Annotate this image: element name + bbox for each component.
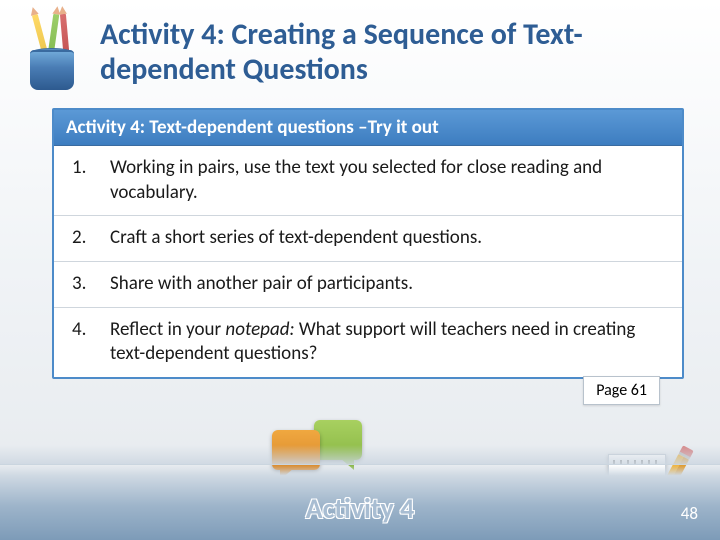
slide-number: 48 <box>681 503 698 524</box>
slide-footer: Activity 4 48 <box>0 464 720 540</box>
slide: Activity 4: Creating a Sequence of Text-… <box>0 0 720 540</box>
pencil-cup-icon <box>24 18 88 90</box>
step-item: Reflect in your notepad: What support wi… <box>54 307 682 377</box>
step-item: Craft a short series of text-dependent q… <box>54 215 682 261</box>
steps-list: Working in pairs, use the text you selec… <box>54 146 682 377</box>
activity-box-header: Activity 4: Text-dependent questions –Tr… <box>54 110 682 146</box>
slide-title: Activity 4: Creating a Sequence of Text-… <box>100 18 690 87</box>
page-reference-tag: Page 61 <box>583 376 660 405</box>
step-item: Working in pairs, use the text you selec… <box>54 146 682 215</box>
step-item: Share with another pair of participants. <box>54 261 682 307</box>
step-italic: notepad: <box>225 318 294 341</box>
activity-box: Activity 4: Text-dependent questions –Tr… <box>52 108 684 379</box>
footer-activity-label: Activity 4 <box>306 491 415 526</box>
slide-header: Activity 4: Creating a Sequence of Text-… <box>0 0 720 100</box>
step-text: Reflect in your <box>110 318 225 341</box>
